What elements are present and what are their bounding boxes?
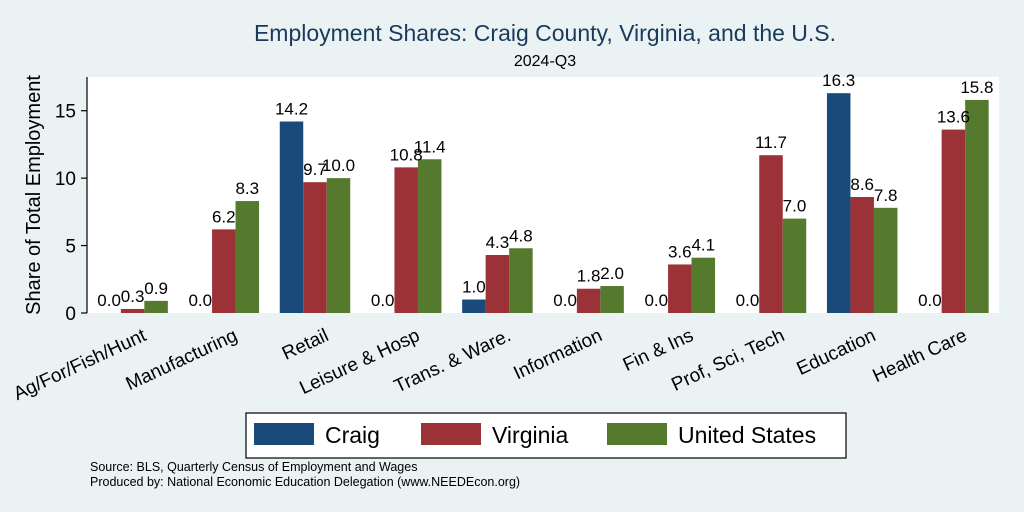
bar <box>873 207 898 313</box>
bar <box>600 286 624 313</box>
data-label: 8.3 <box>235 179 259 198</box>
data-label: 0.0 <box>918 291 942 310</box>
data-label: 0.0 <box>553 291 577 310</box>
legend-swatch <box>607 423 667 445</box>
legend-label: United States <box>678 422 816 448</box>
data-label: 1.8 <box>577 267 601 286</box>
legend: Craig Virginia United States <box>245 412 847 459</box>
bar <box>576 288 601 313</box>
data-label: 0.0 <box>644 291 668 310</box>
bar <box>965 99 989 313</box>
bar <box>782 218 807 313</box>
data-label: 3.6 <box>668 242 692 261</box>
bar <box>212 229 236 313</box>
data-label: 8.6 <box>850 175 874 194</box>
bar <box>417 159 442 313</box>
bar <box>941 129 966 313</box>
legend-label: Craig <box>325 422 380 448</box>
data-label: 0.3 <box>121 287 145 306</box>
data-label: 0.0 <box>371 291 395 310</box>
bar <box>691 257 716 313</box>
data-label: 15.8 <box>960 78 993 97</box>
bar <box>850 197 874 313</box>
data-label: 0.9 <box>144 279 168 298</box>
y-tick-label: 0 <box>65 304 76 325</box>
bar <box>303 182 327 313</box>
bar <box>668 264 692 313</box>
bar <box>279 121 304 313</box>
bar <box>485 255 510 313</box>
y-tick-label: 5 <box>65 237 76 258</box>
legend-swatch <box>421 423 481 445</box>
bar <box>120 308 145 313</box>
bar <box>235 201 260 313</box>
data-label: 7.8 <box>874 186 898 205</box>
data-label: 1.0 <box>462 278 486 297</box>
data-label: 16.3 <box>822 71 855 90</box>
data-label: 11.7 <box>755 133 787 152</box>
data-label: 10.0 <box>322 156 355 175</box>
data-label: 13.6 <box>937 108 970 127</box>
bars <box>120 93 989 313</box>
data-label: 7.0 <box>783 197 807 216</box>
chart-title: Employment Shares: Craig County, Virgini… <box>254 20 836 46</box>
bar <box>509 248 533 313</box>
data-label: 11.4 <box>414 137 446 156</box>
bar <box>759 155 783 313</box>
bar <box>462 299 486 313</box>
bar <box>826 93 851 313</box>
legend-label: Virginia <box>492 422 568 448</box>
data-label: 0.0 <box>97 291 121 310</box>
source-line: Source: BLS, Quarterly Census of Employm… <box>90 460 418 474</box>
data-label: 4.1 <box>691 236 715 255</box>
y-tick-label: 10 <box>55 169 76 190</box>
data-labels: 0.0 0.3 0.90.06.28.314.29.710.00.010.811.4… <box>97 71 993 310</box>
data-label: 9.7 <box>303 160 327 179</box>
data-label: 4.8 <box>509 226 533 245</box>
y-tick-label: 15 <box>55 102 76 123</box>
bar <box>326 178 351 313</box>
data-label: 4.3 <box>486 233 510 252</box>
y-axis-label: Share of Total Employment <box>23 75 45 315</box>
produced-by-line: Produced by: National Economic Education… <box>90 475 521 489</box>
data-label: 6.2 <box>212 207 236 226</box>
bar <box>144 300 168 313</box>
data-label: 2.0 <box>600 264 624 283</box>
data-label: 14.2 <box>275 100 308 119</box>
legend-box <box>245 412 847 459</box>
data-label: 10.8 <box>390 145 423 164</box>
bar <box>394 167 418 313</box>
legend-swatch <box>254 423 314 445</box>
y-axis: 0 5 10 15 <box>55 77 88 325</box>
data-label: 0.0 <box>736 291 760 310</box>
chart-subtitle: 2024-Q3 <box>514 53 576 70</box>
data-label: 0.0 <box>188 291 212 310</box>
